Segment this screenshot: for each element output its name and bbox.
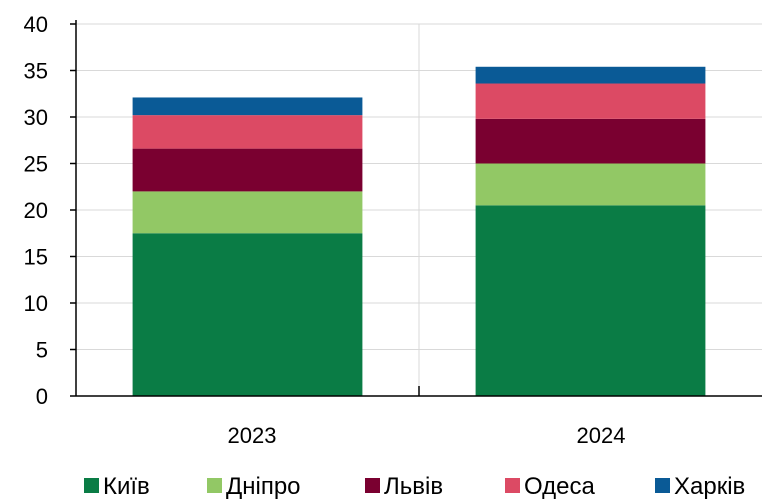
y-tick-label-0: 0 [36,384,48,409]
legend-label-kyiv: Київ [103,473,150,499]
legend-swatch-dnipro [207,478,222,493]
legend: Київ Дніпро Львів Одеса Харків [84,473,745,499]
y-tick-label-5: 5 [36,338,48,363]
bar-2023-series-3 [132,115,363,149]
bar-2024-series-1 [475,163,706,206]
bars [132,66,706,396]
bar-2024-series-0 [475,205,706,396]
bar-2024-series-3 [475,83,706,119]
legend-swatch-odesa [505,478,520,493]
bar-2024-series-4 [475,66,706,84]
bar-2024-series-2 [475,118,706,164]
y-tick-label-20: 20 [24,198,48,223]
bar-2023-series-4 [132,97,363,116]
bar-2023-series-2 [132,148,363,192]
legend-swatch-kharkiv [655,478,670,493]
y-tick-label-10: 10 [24,291,48,316]
bar-2023-series-0 [132,233,363,396]
legend-label-lviv: Львів [384,473,443,499]
y-tick-labels: 0 5 10 15 20 25 30 35 40 [24,12,48,409]
y-tick-label-15: 15 [24,245,48,270]
axes [70,20,762,397]
y-tick-label-30: 30 [24,105,48,130]
y-tick-label-25: 25 [24,152,48,177]
x-tick-label-2024: 2024 [577,423,626,448]
y-tick-label-40: 40 [24,12,48,37]
x-tick-label-2023: 2023 [228,423,277,448]
legend-swatch-kyiv [84,478,99,493]
legend-label-odesa: Одеса [524,473,595,499]
bar-2023-series-1 [132,191,363,234]
legend-label-dnipro: Дніпро [226,473,301,499]
x-tick-labels: 2023 2024 [228,423,626,448]
y-tick-label-35: 35 [24,59,48,84]
legend-swatch-lviv [365,478,380,493]
legend-label-kharkiv: Харків [674,473,745,499]
